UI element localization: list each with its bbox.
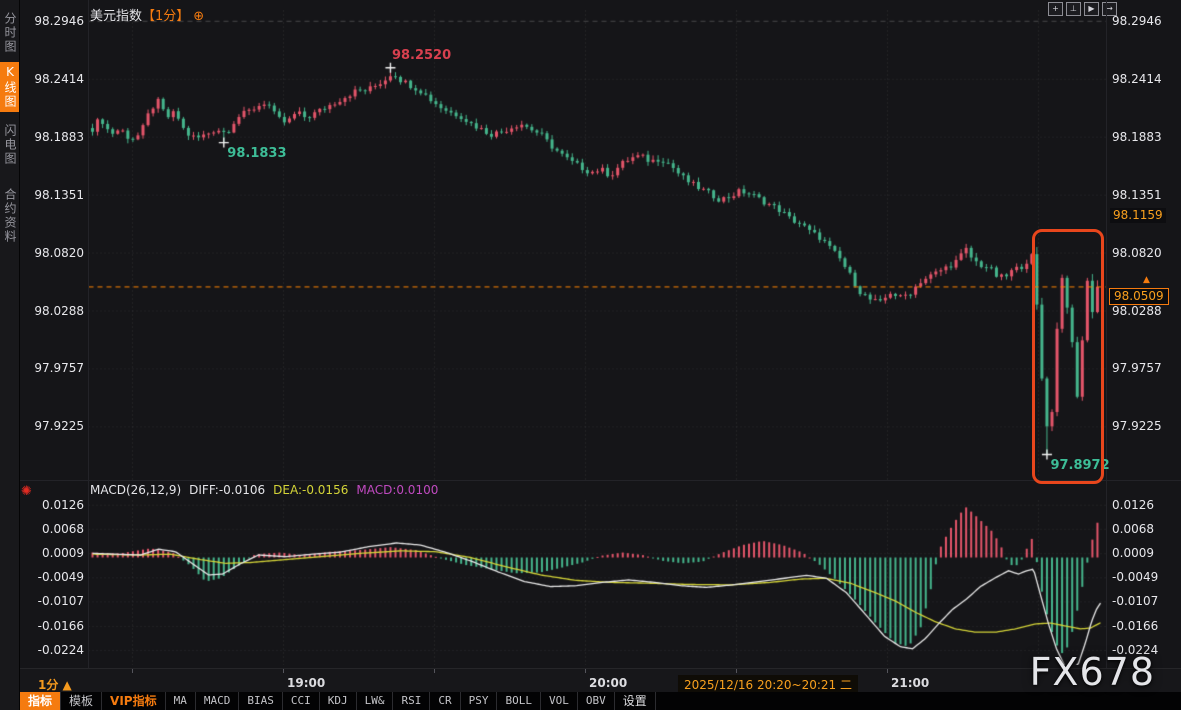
price-axis-label: 97.9757 [1112, 361, 1162, 376]
footer-tab-macd[interactable]: MACD [196, 692, 240, 710]
price-axis-label: 98.1883 [1112, 129, 1162, 144]
footer-tab-vip-indicator[interactable]: VIP指标 [102, 692, 166, 710]
time-axis-tick [585, 669, 586, 673]
panel-divider [20, 480, 1181, 481]
footer-tab-settings[interactable]: 设置 [615, 692, 656, 710]
macd-axis-label: -0.0224 [1112, 642, 1159, 657]
footer-tab-vol[interactable]: VOL [541, 692, 578, 710]
price-axis-label: 98.2946 [34, 13, 84, 28]
right-plot-divider [1106, 0, 1107, 668]
price-axis-label: 98.0820 [34, 245, 84, 260]
price-marker-label: 98.2520 [391, 48, 452, 64]
footer-tab-rsi[interactable]: RSI [393, 692, 431, 710]
price-up-arrow-icon: ▲ [1143, 275, 1150, 286]
price-axis-label: 98.1883 [34, 129, 84, 144]
macd-formula: MACD(26,12,9) [90, 483, 182, 497]
macd-axis-label: -0.0224 [37, 642, 84, 657]
sidebar-tab-contract-info[interactable]: 合约资料 [3, 188, 17, 244]
macd-dea-value: DEA:-0.0156 [273, 483, 349, 497]
interval-selector[interactable]: 1分 ▲ [38, 678, 72, 692]
price-axis-label: 98.1351 [34, 187, 84, 202]
time-axis-label: 19:00 [287, 676, 326, 690]
price-axis-label: 98.2414 [34, 71, 84, 86]
footer-tab-obv[interactable]: OBV [578, 692, 615, 710]
footer-tab-boll[interactable]: BOLL [497, 692, 541, 710]
time-axis-tick [1038, 669, 1039, 673]
macd-axis-label: -0.0049 [1112, 570, 1159, 585]
price-axis-label: 98.0288 [1112, 303, 1162, 318]
time-axis-tick [434, 669, 435, 673]
range-high-tag: 98.1159 [1110, 207, 1166, 223]
macd-axis-label: 0.0068 [1112, 521, 1154, 536]
footer-tab-psy[interactable]: PSY [461, 692, 498, 710]
candle-time-range: 2025/12/16 20:20~20:21 二 [677, 675, 859, 694]
macd-diff-value: DIFF:-0.0106 [189, 483, 266, 497]
left-plot-divider [88, 0, 89, 668]
macd-axis-label: -0.0107 [37, 594, 84, 609]
price-axis-label: 98.1351 [1112, 187, 1162, 202]
macd-axis-label: -0.0049 [37, 570, 84, 585]
footer-tab-template[interactable]: 模板 [61, 692, 103, 710]
price-marker-label: 97.8972 [1050, 457, 1110, 473]
price-axis-label: 97.9225 [1112, 419, 1162, 434]
time-axis-label: 21:00 [891, 676, 930, 690]
live-indicator-icon: ✺ [21, 484, 32, 499]
macd-axis-label: 0.0068 [42, 521, 84, 536]
sidebar-tab-lightning-chart[interactable]: 闪电图 [3, 124, 17, 166]
watermark: FX678 [1029, 650, 1155, 694]
macd-axis-label: 0.0009 [42, 546, 84, 561]
highlight-annotation-box [1032, 229, 1104, 484]
macd-axis-label: 0.0126 [1112, 497, 1154, 512]
footer-tab-ma[interactable]: MA [166, 692, 196, 710]
time-axis-tick [283, 669, 284, 673]
indicator-toolbar: 指标 模板 VIP指标 MA MACD BIAS CCI KDJ LW& RSI CR PSY BOLL… [20, 692, 1181, 710]
price-marker-label: 98.1833 [227, 146, 287, 162]
price-axis-label: 98.2414 [1112, 71, 1162, 86]
time-axis-label: 20:00 [589, 676, 628, 690]
macd-axis-label: -0.0166 [1112, 618, 1159, 633]
time-axis-tick [132, 669, 133, 673]
time-axis-tick [736, 669, 737, 673]
macd-chart-canvas[interactable] [88, 500, 1106, 665]
macd-axis-label: -0.0107 [1112, 594, 1159, 609]
sidebar-tab-time-share-chart[interactable]: 分时图 [3, 12, 17, 54]
price-axis-label: 97.9225 [34, 419, 84, 434]
footer-tab-cci[interactable]: CCI [283, 692, 320, 710]
price-axis-label: 98.0820 [1112, 245, 1162, 260]
macd-header: MACD(26,12,9) DIFF:-0.0106 DEA:-0.0156 MACD… [90, 483, 446, 497]
footer-tab-lwr[interactable]: LW& [357, 692, 394, 710]
current-price-tag: 98.0509 [1109, 288, 1169, 306]
macd-axis-label: 0.0009 [1112, 546, 1154, 561]
footer-tab-bias[interactable]: BIAS [239, 692, 283, 710]
footer-tab-kdj[interactable]: KDJ [320, 692, 357, 710]
footer-tab-cr[interactable]: CR [430, 692, 461, 710]
price-axis-label: 97.9757 [34, 361, 84, 376]
time-axis-row: 1分 ▲ 2025/12/16 20:20~20:21 二 19:00 20:00… [20, 668, 1181, 694]
price-axis-label: 98.2946 [1112, 13, 1162, 28]
footer-tab-indicator[interactable]: 指标 [20, 692, 62, 710]
sidebar-tab-candlestick-chart[interactable]: K线图 [0, 62, 19, 112]
macd-axis-label: 0.0126 [42, 497, 84, 512]
sidebar: 分时图 K线图闪电图合约资料 [0, 0, 20, 710]
price-axis-label: 98.0288 [34, 303, 84, 318]
macd-macd-value: MACD:0.0100 [356, 483, 439, 497]
time-axis-tick [887, 669, 888, 673]
macd-axis-label: -0.0166 [37, 618, 84, 633]
price-chart-canvas[interactable] [88, 10, 1106, 482]
